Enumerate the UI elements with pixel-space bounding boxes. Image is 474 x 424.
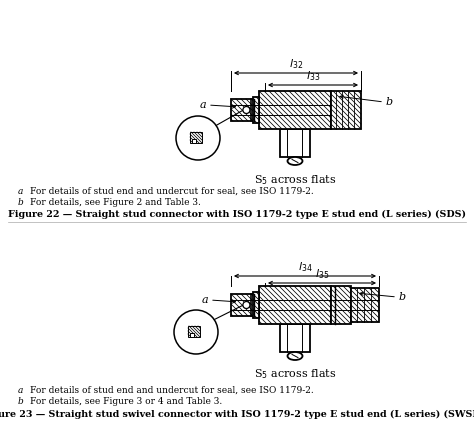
Bar [190, 132, 202, 143]
Bar [188, 326, 200, 337]
Text: b: b [386, 97, 393, 107]
Text: Figure 23 — Straight stud swivel connector with ISO 1179-2 type E stud end (L se: Figure 23 — Straight stud swivel connect… [0, 410, 474, 419]
Bar [259, 91, 331, 129]
Circle shape [176, 116, 220, 160]
Text: a: a [18, 386, 23, 395]
Bar [351, 288, 379, 322]
Text: For details of stud end and undercut for seal, see ISO 1179-2.: For details of stud end and undercut for… [30, 386, 314, 395]
Text: For details of stud end and undercut for seal, see ISO 1179-2.: For details of stud end and undercut for… [30, 187, 314, 196]
Text: S$_5$ across flats: S$_5$ across flats [254, 173, 336, 187]
Ellipse shape [288, 157, 302, 165]
Bar [280, 324, 310, 352]
Bar [192, 139, 196, 143]
Circle shape [243, 106, 250, 114]
Text: For details, see Figure 3 or 4 and Table 3.: For details, see Figure 3 or 4 and Table… [30, 397, 222, 406]
Text: Figure 22 — Straight stud connector with ISO 1179-2 type E stud end (L series) (: Figure 22 — Straight stud connector with… [8, 210, 466, 219]
Text: a: a [18, 187, 23, 196]
Bar [190, 333, 194, 337]
Text: b: b [18, 198, 24, 207]
Text: a: a [200, 100, 206, 110]
Text: $l_{34}$: $l_{34}$ [298, 260, 312, 274]
Text: S$_5$ across flats: S$_5$ across flats [254, 367, 336, 381]
Bar [231, 99, 259, 121]
Bar [331, 91, 361, 129]
Ellipse shape [288, 352, 302, 360]
Bar [259, 286, 331, 324]
Circle shape [243, 301, 250, 309]
Text: b: b [399, 292, 406, 302]
Bar [231, 294, 259, 316]
Text: a: a [201, 295, 208, 305]
Text: $l_{33}$: $l_{33}$ [306, 69, 320, 83]
Text: For details, see Figure 2 and Table 3.: For details, see Figure 2 and Table 3. [30, 198, 201, 207]
Circle shape [174, 310, 218, 354]
Text: b: b [18, 397, 24, 406]
Bar [253, 97, 259, 123]
Text: $l_{35}$: $l_{35}$ [315, 267, 329, 281]
Bar [280, 129, 310, 157]
Text: $l_{32}$: $l_{32}$ [289, 57, 303, 71]
Bar [253, 292, 259, 318]
Bar [331, 286, 351, 324]
